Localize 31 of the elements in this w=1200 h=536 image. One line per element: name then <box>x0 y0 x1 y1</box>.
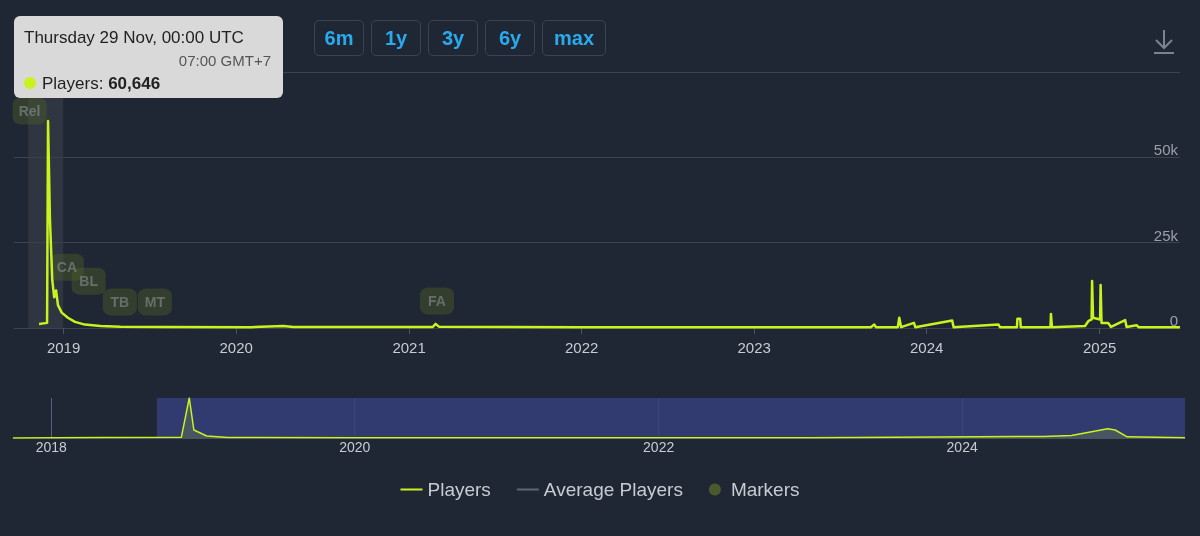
annotation: Players: 60,646 <box>41 74 161 94</box>
text: 07:00 GMT+7 <box>178 52 271 69</box>
x-tick-label: 2024 <box>909 339 944 356</box>
x-tick-label: 2018 <box>35 439 68 455</box>
x-tick-label: 2022 <box>564 339 599 356</box>
y-tick-label: 50k <box>1153 141 1179 159</box>
x-tick-label: 2020 <box>219 339 253 356</box>
legend-label: Markers <box>730 479 800 500</box>
data-label: Rel <box>18 102 41 119</box>
text: max <box>542 20 606 56</box>
x-tick-label: 2019 <box>46 339 81 356</box>
x-tick-label: 2020 <box>339 439 371 455</box>
legend-label: Average Players <box>543 479 683 500</box>
x-tick-label: 2021 <box>392 339 426 356</box>
data-label: CA <box>56 259 78 276</box>
data-label: FA <box>428 293 446 310</box>
text: Thursday 29 Nov, 00:00 UTC <box>24 28 244 48</box>
x-tick-label: 2025 <box>1082 339 1117 356</box>
data-label: MT <box>144 294 166 311</box>
legend-label: Players <box>427 479 491 500</box>
y-tick-label: 25k <box>1153 226 1179 244</box>
x-tick-label: 2022 <box>643 439 675 455</box>
data-label: TB <box>110 294 130 311</box>
x-tick-label: 2023 <box>737 339 771 356</box>
text: 1y <box>371 20 421 56</box>
x-tick-label: 2024 <box>946 439 978 455</box>
y-tick-label: 0 <box>1169 312 1178 329</box>
text: 6y <box>485 20 535 56</box>
text: 3y <box>428 20 478 56</box>
data-label: BL <box>79 273 99 290</box>
text: 6m <box>314 20 364 56</box>
